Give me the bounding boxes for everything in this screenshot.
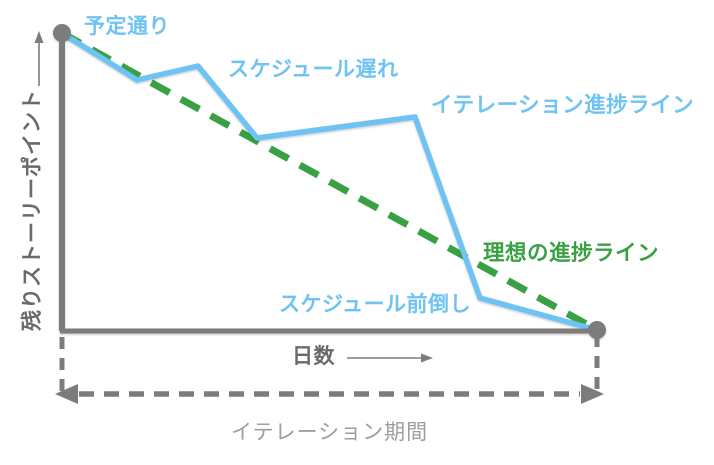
y-axis-label: 残りストーリーポイント: [21, 89, 44, 331]
iteration-progress-line: [59, 30, 600, 333]
annotation-on-schedule: 予定通り: [84, 15, 170, 38]
x-axis-arrow-icon: [347, 353, 433, 363]
annotation-ahead-of-schedule: スケジュール前倒し: [279, 293, 472, 316]
bracket-arrow-left-icon: [55, 384, 78, 404]
axes: [53, 24, 606, 339]
annotation-ideal-progress-line: 理想の進捗ライン: [483, 241, 660, 265]
y-axis-arrow-icon: [34, 31, 44, 86]
annotation-iteration-progress-line: イテレーション進捗ライン: [431, 93, 695, 117]
iteration-period-label: イテレーション期間: [231, 421, 429, 444]
iteration-period-bracket: [55, 335, 604, 404]
end-point-dot: [588, 321, 606, 339]
x-axis-label: 日数: [292, 345, 335, 368]
bracket-arrow-right-icon: [581, 384, 604, 404]
annotation-behind-schedule: スケジュール遅れ: [228, 58, 399, 81]
start-point-dot: [53, 24, 71, 42]
